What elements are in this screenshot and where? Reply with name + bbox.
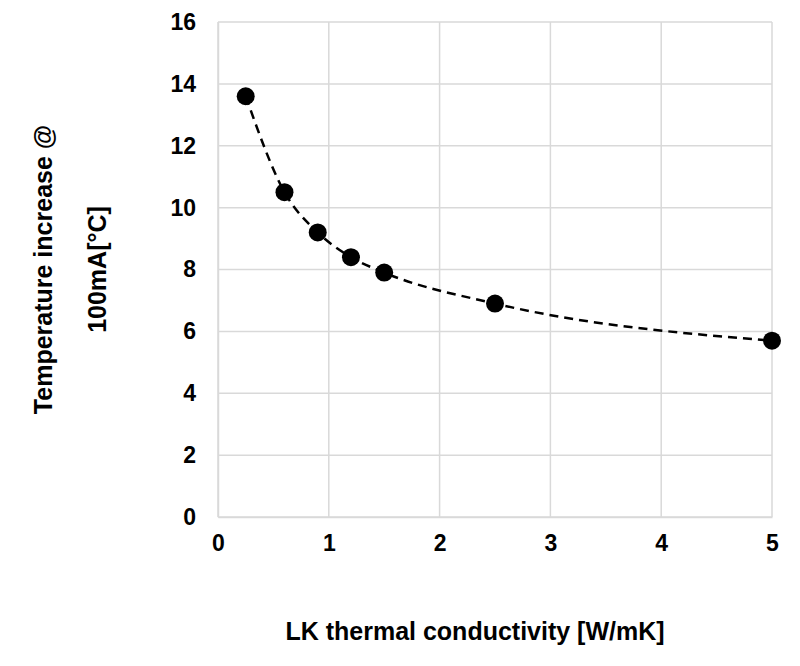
- grid-line-x: [771, 22, 773, 517]
- x-tick: 2: [434, 517, 447, 556]
- grid-line-y: [218, 83, 772, 85]
- y-axis-title-line: Temperature increase @: [29, 125, 57, 414]
- data-point: [275, 183, 293, 201]
- y-tick: 14: [170, 71, 218, 97]
- grid-line-y: [218, 516, 772, 518]
- grid-line-y: [218, 331, 772, 333]
- y-axis: 0 2 4 6 8 10 12 14 16: [170, 9, 218, 530]
- y-tick: 16: [170, 9, 218, 35]
- axis-line: [218, 23, 220, 518]
- series-line: [246, 96, 772, 340]
- data-point: [237, 87, 255, 105]
- x-tick-label: 5: [766, 530, 779, 556]
- data-point: [309, 223, 327, 241]
- axis-line: [219, 517, 773, 519]
- x-tick-label: 2: [434, 530, 447, 556]
- y-tick-label: 4: [183, 380, 196, 406]
- grid-line-x: [660, 22, 662, 517]
- x-tick: 1: [323, 517, 336, 556]
- y-tick-label: 16: [170, 9, 196, 35]
- x-tick-label: 0: [212, 530, 225, 556]
- chart: 0123450246810121416LK thermal conductivi…: [0, 0, 800, 666]
- x-axis: 0 1 2 3 4 5: [212, 517, 779, 556]
- grid-line-y: [218, 21, 772, 23]
- y-tick-label: 0: [183, 504, 196, 530]
- grid-line-y: [218, 269, 772, 271]
- data-point: [342, 248, 360, 266]
- y-tick: 2: [183, 442, 218, 468]
- x-tick-label: 3: [545, 530, 558, 556]
- y-axis-title: Temperature increase @ 100mA[°C]: [29, 125, 111, 414]
- y-tick-label: 6: [183, 318, 196, 344]
- data-point: [375, 264, 393, 282]
- grid-line-y: [218, 207, 772, 209]
- y-axis-title-line: 100mA[°C]: [83, 206, 111, 333]
- grid-line-x: [550, 22, 552, 517]
- data-point: [486, 295, 504, 313]
- y-tick: 10: [170, 194, 218, 220]
- grid-line-y: [218, 454, 772, 456]
- y-tick-label: 12: [170, 133, 196, 159]
- grid-line-y: [218, 393, 772, 395]
- y-tick-label: 10: [170, 194, 196, 220]
- plot-area: 0123450246810121416: [170, 9, 781, 556]
- grid: [218, 22, 772, 517]
- y-tick: 8: [183, 256, 218, 282]
- y-tick: 12: [170, 133, 218, 159]
- y-tick-label: 2: [183, 442, 196, 468]
- x-tick: 3: [545, 517, 558, 556]
- grid-line-x: [439, 22, 441, 517]
- x-tick-label: 4: [655, 530, 668, 556]
- y-tick-label: 14: [170, 71, 196, 97]
- x-axis-title: LK thermal conductivity [W/mK]: [285, 617, 664, 645]
- data-point: [763, 332, 781, 350]
- grid-line-x: [328, 22, 330, 517]
- y-tick: 0: [183, 504, 218, 530]
- data: [237, 87, 781, 349]
- y-tick: 4: [183, 380, 218, 406]
- x-tick-label: 1: [323, 530, 336, 556]
- grid-line-y: [218, 145, 772, 147]
- y-tick: 6: [183, 318, 218, 344]
- x-tick: 0: [212, 517, 225, 556]
- x-tick: 5: [766, 517, 779, 556]
- y-tick-label: 8: [183, 256, 196, 282]
- grid-line-x: [217, 22, 219, 517]
- x-tick: 4: [655, 517, 668, 556]
